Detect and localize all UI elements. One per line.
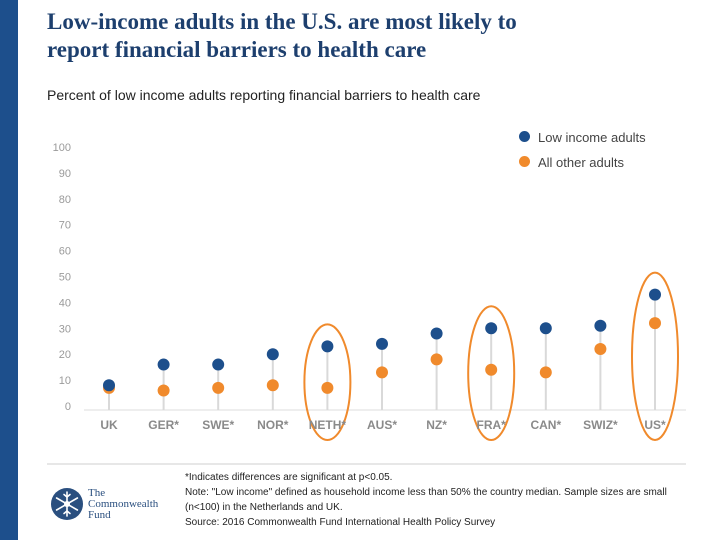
point-all-other-adults: [212, 381, 225, 394]
highlight-ellipse: [467, 305, 516, 441]
snowflake-icon: [51, 488, 83, 520]
point-low-income-adults: [266, 348, 279, 361]
legend-low-income-label: Low income adults: [538, 130, 646, 145]
point-all-other-adults: [594, 343, 607, 356]
point-all-other-adults: [485, 363, 498, 376]
x-tick-label: SWE*: [202, 418, 234, 432]
x-tick-label: NETH*: [309, 418, 347, 432]
y-tick-label: 70: [59, 220, 71, 232]
point-low-income-adults: [212, 358, 225, 371]
logo-line-3: Fund: [88, 509, 111, 521]
point-low-income-adults: [485, 322, 498, 335]
chart-area: 0 10 20 30 40 50 60 70 80 90 100 UK GER* SWE* NOR* NETH…: [47, 142, 686, 465]
x-tick-label: GER*: [148, 418, 179, 432]
point-low-income-adults: [649, 288, 661, 301]
slide-title: Low-income adults in the U.S. are most l…: [47, 8, 687, 64]
legend-low-income-dot: [519, 131, 530, 142]
footnote-significance: *Indicates differences are significant a…: [185, 472, 393, 483]
point-low-income-adults: [430, 327, 443, 340]
x-tick-label: SWIZ*: [583, 418, 618, 432]
x-tick-label: NZ*: [426, 418, 447, 432]
commonwealth-fund-logo: The Commonwealth Fund: [50, 484, 180, 524]
y-tick-label: 30: [59, 323, 71, 335]
chart-subtitle: Percent of low income adults reporting f…: [47, 87, 481, 103]
footnote-note: Note: "Low income" defined as household …: [185, 487, 667, 513]
point-low-income-adults: [539, 322, 552, 335]
point-all-other-adults: [266, 379, 279, 392]
y-tick-label: 100: [53, 142, 71, 154]
x-tick-label: FRA*: [477, 418, 507, 432]
footnote-source: Source: 2016 Commonwealth Fund Internati…: [185, 517, 496, 528]
x-tick-label: US*: [644, 418, 666, 432]
y-tick-label: 0: [65, 401, 71, 413]
point-low-income-adults: [321, 340, 334, 353]
logo-text: The Commonwealth Fund: [88, 488, 158, 521]
y-tick-label: 80: [59, 194, 71, 206]
point-all-other-adults: [539, 366, 552, 379]
point-low-income-adults: [376, 337, 388, 350]
highlight-ellipse: [303, 323, 352, 441]
left-accent-bar: [0, 0, 18, 540]
x-tick-label: AUS*: [367, 418, 397, 432]
logo-line-2: Commonwealth: [88, 498, 159, 510]
footnotes: *Indicates differences are significant a…: [185, 470, 690, 530]
point-low-income-adults: [594, 319, 607, 332]
x-tick-label: NOR*: [257, 418, 289, 432]
point-all-other-adults: [430, 353, 443, 366]
title-line-2: report financial barriers to health care: [47, 37, 427, 62]
logo-line-1: The: [88, 487, 106, 499]
point-low-income-adults: [157, 358, 170, 371]
y-tick-label: 60: [59, 246, 71, 258]
point-low-income-adults: [103, 379, 115, 392]
y-tick-label: 50: [59, 272, 71, 284]
point-all-other-adults: [649, 317, 661, 330]
title-line-1: Low-income adults in the U.S. are most l…: [47, 9, 517, 34]
legend-other-dot: [519, 156, 530, 167]
x-tick-label: UK: [100, 418, 118, 432]
y-tick-label: 20: [59, 349, 71, 361]
y-tick-label: 90: [59, 168, 71, 180]
y-tick-label: 10: [59, 375, 71, 387]
x-tick-label: CAN*: [530, 418, 561, 432]
y-tick-label: 40: [59, 297, 71, 309]
legend-other-label: All other adults: [538, 155, 624, 170]
highlight-ellipse: [631, 271, 679, 441]
point-all-other-adults: [376, 366, 388, 379]
point-all-other-adults: [157, 384, 170, 397]
point-all-other-adults: [321, 381, 334, 394]
